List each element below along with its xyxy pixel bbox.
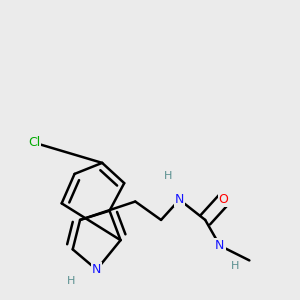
Text: N: N	[92, 263, 101, 276]
Text: Cl: Cl	[28, 136, 40, 149]
Text: H: H	[67, 276, 75, 286]
Text: N: N	[175, 193, 184, 206]
Text: H: H	[230, 261, 239, 271]
Text: O: O	[219, 193, 229, 206]
Text: N: N	[215, 239, 225, 252]
Text: H: H	[164, 171, 172, 181]
